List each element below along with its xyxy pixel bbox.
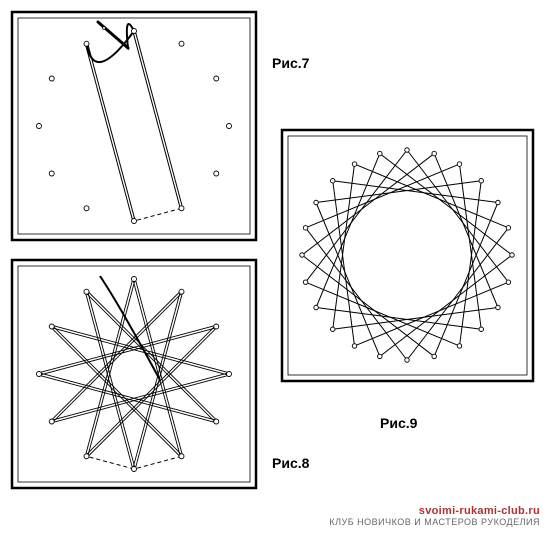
figure-8-label: Рис.8 [272, 455, 309, 471]
figure-9-label: Рис.9 [380, 415, 417, 431]
watermark-url: svoimi-rukami-club.ru [329, 505, 540, 517]
figure-8-panel [10, 258, 258, 490]
figure-9-panel [280, 128, 535, 383]
watermark-subtitle: КЛУБ НОВИЧКОВ И МАСТЕРОВ РУКОДЕЛИЯ [329, 517, 540, 527]
figure-7-diagram [10, 10, 258, 242]
figure-9-diagram [280, 128, 535, 383]
figure-8-diagram [10, 258, 258, 490]
figure-7-panel [10, 10, 258, 242]
watermark: svoimi-rukami-club.ru КЛУБ НОВИЧКОВ И МА… [329, 505, 540, 527]
figure-7-label: Рис.7 [272, 55, 309, 71]
